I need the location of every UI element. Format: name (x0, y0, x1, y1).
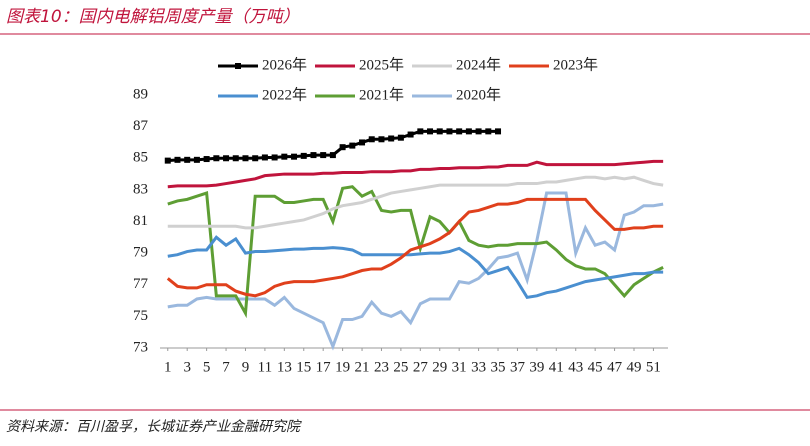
y-tick-label: 75 (133, 308, 148, 324)
x-tick-label: 31 (452, 359, 467, 375)
point (495, 128, 502, 135)
x-tick-label: 29 (432, 359, 447, 375)
point (436, 128, 443, 135)
legend-label: 2024年 (456, 56, 501, 73)
legend-marker (235, 63, 241, 69)
point (456, 128, 463, 135)
chart-title: 图表10：国内电解铝周度产量（万吨） (6, 7, 300, 27)
legend-label: 2025年 (359, 56, 404, 73)
x-tick-label: 33 (471, 359, 486, 375)
x-tick-label: 51 (646, 359, 661, 375)
point (417, 128, 424, 135)
series-line (166, 197, 664, 298)
point (329, 152, 336, 159)
point (446, 128, 453, 135)
point (261, 154, 268, 161)
x-tick-label: 27 (413, 359, 429, 375)
point (213, 155, 220, 162)
point (281, 153, 288, 160)
point (184, 156, 191, 163)
y-tick-label: 83 (133, 181, 148, 197)
y-tick-label: 89 (133, 86, 148, 102)
x-tick-label: 19 (335, 359, 350, 375)
point (164, 157, 171, 164)
point (310, 152, 317, 159)
point (427, 128, 434, 135)
point (368, 136, 375, 143)
point (378, 136, 385, 143)
x-tick-label: 37 (510, 359, 526, 375)
x-tick-label: 21 (355, 359, 370, 375)
x-tick-label: 47 (607, 359, 623, 375)
point (193, 156, 200, 163)
x-tick-label: 11 (258, 359, 272, 375)
x-tick-label: 35 (491, 359, 506, 375)
point (242, 155, 249, 162)
y-tick-label: 73 (133, 339, 148, 355)
x-tick-label: 49 (627, 359, 642, 375)
point (349, 142, 356, 149)
point (465, 128, 472, 135)
x-tick-label: 9 (242, 359, 250, 375)
x-tick-label: 43 (568, 359, 583, 375)
point (388, 135, 395, 142)
point (271, 154, 278, 161)
y-tick-label: 87 (133, 118, 149, 134)
point (320, 152, 327, 159)
series-line (167, 159, 664, 189)
x-tick-label: 15 (296, 359, 311, 375)
y-tick-label: 81 (133, 213, 148, 229)
x-tick-label: 25 (393, 359, 408, 375)
point (232, 155, 239, 162)
x-tick-label: 39 (529, 359, 544, 375)
point (291, 153, 298, 160)
y-tick-label: 77 (133, 276, 149, 292)
series-line (167, 175, 664, 230)
source: 资料来源：百川盈孚，长城证券产业金融研究院 (6, 419, 302, 435)
series-line (167, 235, 664, 300)
legend-label: 2023年 (553, 56, 598, 73)
point (300, 152, 307, 159)
x-tick-label: 17 (316, 359, 332, 375)
point (485, 128, 492, 135)
x-tick-label: 41 (549, 359, 564, 375)
point (252, 155, 259, 162)
legend-label: 2020年 (456, 86, 501, 103)
series-line (167, 191, 664, 351)
point (475, 128, 482, 135)
legend-label: 2026年 (262, 56, 307, 73)
x-tick-label: 13 (277, 359, 292, 375)
y-tick-label: 85 (133, 150, 148, 166)
point (339, 144, 346, 151)
x-tick-label: 5 (203, 359, 211, 375)
point (174, 156, 181, 163)
x-tick-label: 45 (588, 359, 603, 375)
legend-label: 2021年 (359, 86, 404, 103)
point (359, 139, 366, 146)
point (223, 155, 230, 162)
series-line (167, 185, 664, 319)
point (397, 134, 404, 141)
x-tick-label: 23 (374, 359, 389, 375)
x-tick-label: 1 (164, 359, 172, 375)
x-tick-label: 3 (183, 359, 191, 375)
point (407, 131, 414, 138)
legend-label: 2022年 (262, 86, 307, 103)
point (203, 156, 210, 163)
x-tick-label: 7 (222, 359, 230, 375)
y-tick-label: 79 (133, 245, 148, 261)
